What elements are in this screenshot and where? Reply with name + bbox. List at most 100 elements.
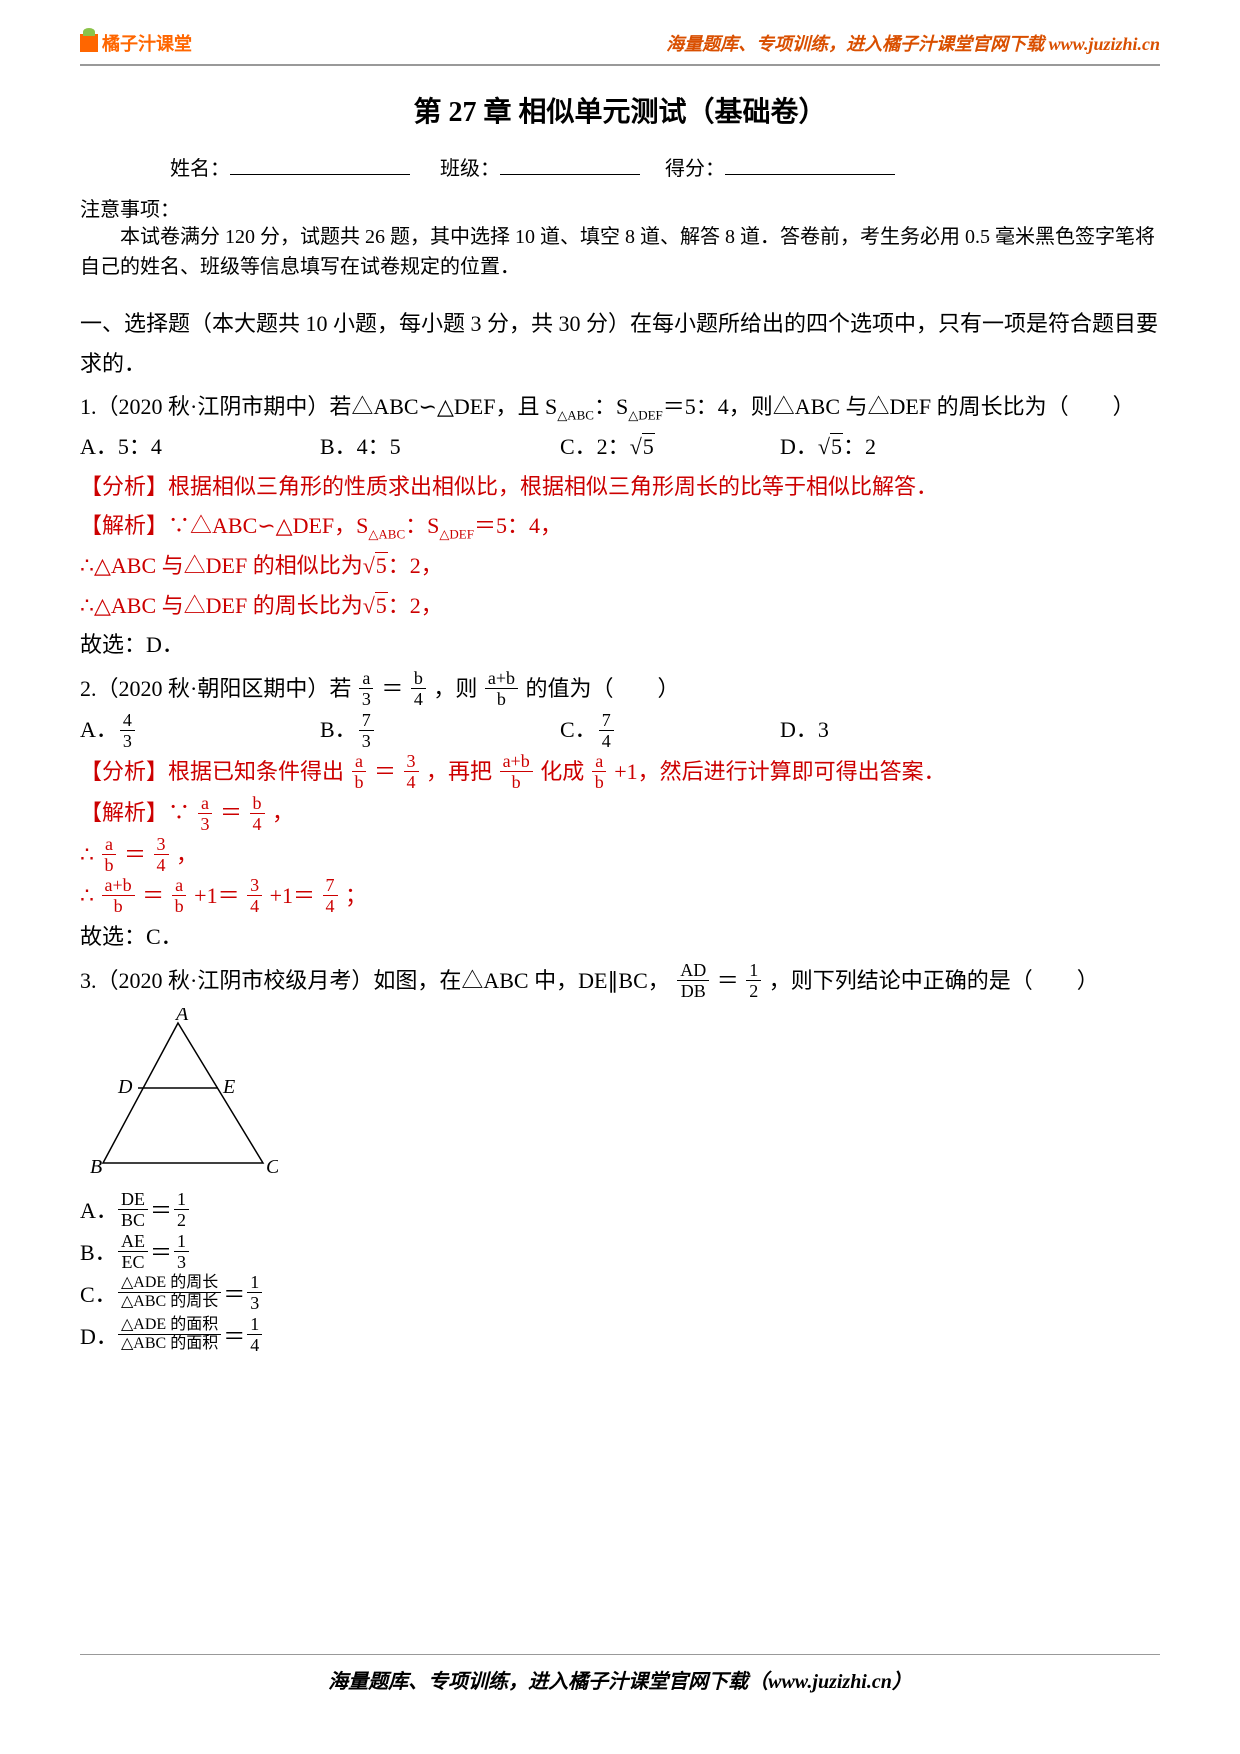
q2-ana-d: 化成 [540, 759, 584, 784]
brand-text: 橘子汁课堂 [102, 30, 192, 56]
name-blank[interactable] [230, 155, 410, 175]
q1-optc-pre: C．2： [560, 434, 630, 459]
section-1-heading: 一、选择题（本大题共 10 小题，每小题 3 分，共 30 分）在每小题所给出的… [80, 304, 1160, 383]
name-label: 姓名： [170, 158, 230, 180]
q3-optD-rn: 1 [247, 1315, 262, 1335]
q2-analysis: 【分析】根据已知条件得出 ab ＝ 34 ，再把 a+bb 化成 ab +1，然… [80, 752, 1160, 793]
page-title: 第 27 章 相似单元测试（基础卷） [80, 90, 1160, 130]
q2-s2-f1d: b [102, 855, 117, 874]
q1-sol3b: ：2， [388, 593, 443, 618]
q2-s3a: ∴ [80, 883, 94, 908]
q3-optA-eq: ＝ [150, 1190, 172, 1232]
q2-optB-n: 7 [359, 711, 374, 731]
fraction: DEBC [118, 1190, 148, 1229]
q1-ana-label: 【分析】 [80, 474, 168, 499]
q3-optD-d: △ABC 的面积 [118, 1335, 221, 1352]
q2-s3-f4n: 7 [323, 876, 338, 896]
q2-stem-a: 2.（2020 秋·朝阳区期中）若 [80, 676, 351, 701]
q3-eq: ＝ [717, 968, 739, 993]
q2-s1b: ＝ [220, 800, 242, 825]
q2-ana-f2d: 4 [404, 772, 419, 791]
q1-sol1c: ＝5：4， [474, 513, 562, 538]
q2-stem-c: 的值为（ ） [526, 676, 680, 701]
q3-optD-eq: ＝ [223, 1316, 245, 1358]
q2-s3-f3d: 4 [247, 896, 262, 915]
q1-ana-text: 根据相似三角形的性质求出相似比，根据相似三角形周长的比等于相似比解答． [168, 474, 938, 499]
q2-opt-c: C．74 [560, 710, 780, 751]
notice-body: 本试卷满分 120 分，试题共 26 题，其中选择 10 道、填空 8 道、解答… [80, 222, 1160, 282]
q2-optA-l: A． [80, 717, 118, 742]
fraction: ab [172, 876, 187, 915]
logo-icon [80, 34, 98, 52]
header-divider [80, 64, 1160, 66]
q2-options: A．43 B．73 C．74 D．3 [80, 710, 1160, 751]
fraction: a+bb [102, 876, 135, 915]
fraction: ab [352, 752, 367, 791]
q1-sol-sub2: △DEF [439, 527, 474, 542]
q3-f2n: 1 [746, 961, 761, 981]
q3-f1d: DB [678, 981, 709, 1000]
fig-label-C: C [266, 1156, 278, 1178]
q2-ana-a: 根据已知条件得出 [168, 759, 344, 784]
q1-sol-sub1: △ABC [368, 527, 405, 542]
q1-optc-rad: 5 [642, 433, 655, 459]
q2-s1c: ， [272, 800, 294, 825]
q3-opt-b: B． AEEC ＝ 13 [80, 1232, 1160, 1274]
fraction: 12 [746, 961, 761, 1000]
q2-optB-l: B． [320, 717, 357, 742]
q2-s3-f3n: 3 [247, 876, 262, 896]
q2-s3-f2n: a [172, 876, 186, 896]
q2-s1-f2d: 4 [250, 814, 265, 833]
class-label: 班级： [440, 158, 500, 180]
fraction: b4 [411, 669, 426, 708]
q1-stem-b: ＝5：4，则△ABC 与△DEF 的周长比为（ ） [663, 394, 1135, 419]
triangle-svg: A B C D E [88, 1008, 278, 1183]
class-blank[interactable] [500, 155, 640, 175]
q3-optC-rd: 3 [247, 1293, 262, 1312]
q2-s4: 故选：C． [80, 917, 1160, 957]
q3-optB-d: EC [118, 1252, 147, 1271]
q2-ana-f3n: a+b [500, 752, 533, 772]
q1-sol4: 故选：D． [80, 625, 1160, 665]
q2-s2-f2n: 3 [154, 835, 169, 855]
q1-optd-rad: 5 [830, 433, 843, 459]
q2-s1-f1d: 3 [198, 814, 213, 833]
q3-optD-l: D． [80, 1316, 116, 1358]
q2-s3-f2d: b [172, 896, 187, 915]
question-2: 2.（2020 秋·朝阳区期中）若 a3 ＝ b4 ，则 a+bb 的值为（ ） [80, 669, 1160, 710]
q2-eq1: ＝ [381, 676, 403, 701]
q2-ana-c: ，再把 [426, 759, 492, 784]
q2-opt-a: A．43 [80, 710, 320, 751]
q3-optA-rn: 1 [174, 1190, 189, 1210]
q1-sol1a: ∵△ABC∽△DEF，S [168, 513, 368, 538]
q3-optB-eq: ＝ [150, 1232, 172, 1274]
q1-stem-a: 1.（2020 秋·江阴市期中）若△ABC∽△DEF，且 S [80, 394, 557, 419]
q3-optC-eq: ＝ [223, 1274, 245, 1316]
fraction: AEEC [118, 1232, 148, 1271]
q3-figure: A B C D E [88, 1008, 1160, 1188]
q2-ana-f4d: b [592, 772, 607, 791]
q1-sol1b: ：S [405, 513, 439, 538]
question-3: 3.（2020 秋·江阴市校级月考）如图，在△ABC 中，DE∥BC， ADDB… [80, 961, 1160, 1002]
q3-f1n: AD [677, 961, 709, 981]
fraction: 12 [174, 1190, 189, 1229]
fraction: ab [592, 752, 607, 791]
fig-label-B: B [90, 1156, 102, 1178]
q3-optC-l: C． [80, 1274, 116, 1316]
header-tagline: 海量题库、专项训练，进入橘子汁课堂官网下载 www.juzizhi.cn [666, 30, 1160, 56]
fraction: 43 [120, 711, 135, 750]
q1-sol2b: ：2， [388, 553, 443, 578]
q2-s2-f2d: 4 [154, 855, 169, 874]
sqrt-icon: 5 [630, 427, 655, 467]
q2-f2n: b [411, 669, 426, 689]
q2-s2b: ＝ [124, 842, 146, 867]
score-blank[interactable] [725, 155, 895, 175]
q2-ana-label: 【分析】 [80, 759, 168, 784]
sqrt-icon: 5 [363, 586, 388, 626]
footer-divider [80, 1654, 1160, 1655]
q1-sol2-rad: 5 [375, 552, 388, 578]
q3-options: A． DEBC ＝ 12 B． AEEC ＝ 13 C． △ADE 的周长△AB… [80, 1190, 1160, 1357]
fraction: 13 [174, 1232, 189, 1271]
q1-optd-pre: D． [780, 434, 818, 459]
q3-optB-n: AE [118, 1232, 148, 1252]
